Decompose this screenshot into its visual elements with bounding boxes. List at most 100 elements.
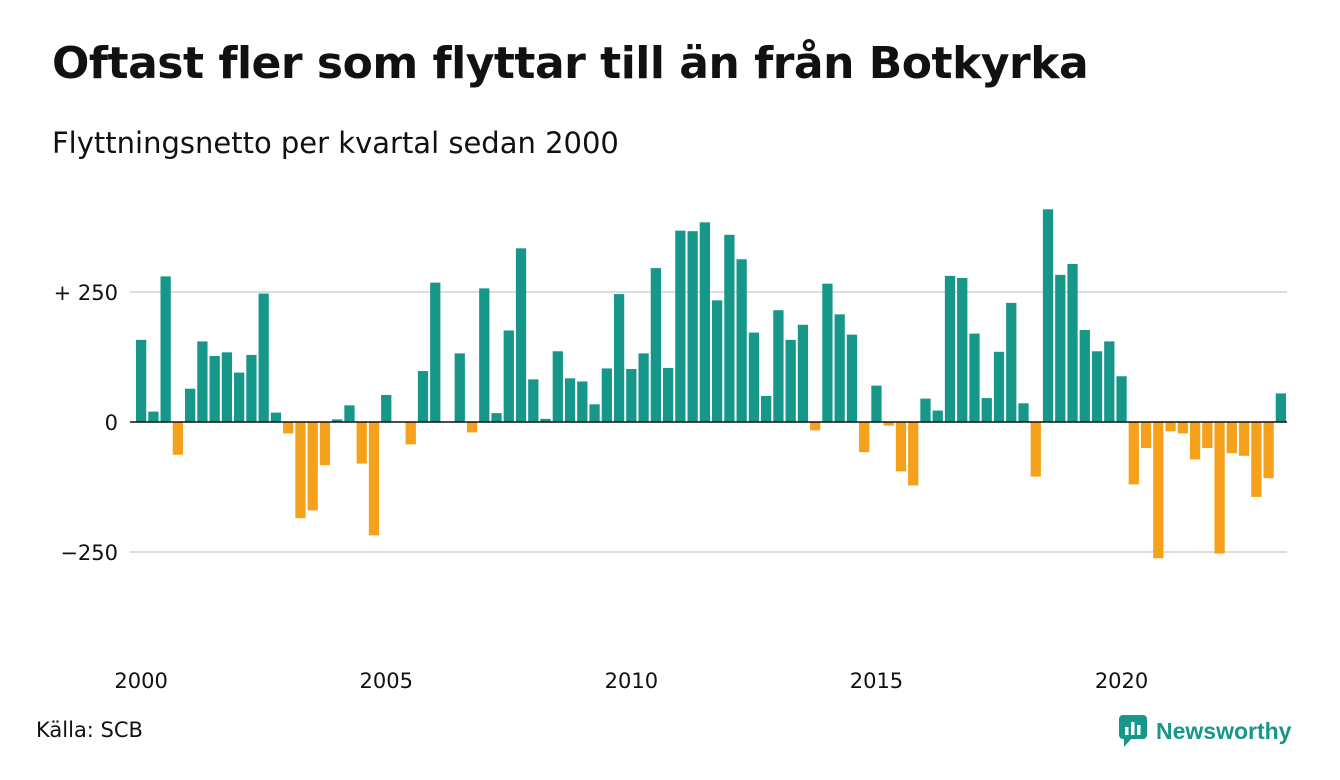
bar — [234, 372, 245, 422]
bar — [785, 339, 796, 422]
bar — [944, 275, 956, 422]
bar — [1226, 422, 1237, 454]
bar — [589, 404, 600, 422]
bar — [908, 422, 919, 486]
bar — [1116, 376, 1127, 422]
bar — [172, 422, 184, 455]
bar — [528, 379, 539, 422]
bar — [417, 371, 429, 422]
y-tick-label: 0 — [105, 411, 118, 435]
bar — [1030, 422, 1041, 477]
bar — [577, 381, 588, 422]
bar — [748, 332, 760, 422]
bar — [454, 353, 465, 422]
bar — [834, 314, 845, 422]
bar — [859, 422, 870, 453]
bar — [601, 368, 612, 422]
bar — [1140, 422, 1152, 448]
bar-chart-speech-icon — [1119, 715, 1147, 747]
bar — [1104, 341, 1115, 422]
bar — [1251, 422, 1262, 497]
bar — [283, 422, 294, 434]
bar — [319, 422, 331, 466]
bar — [515, 248, 527, 422]
bar — [540, 418, 551, 422]
chart-title: Oftast fler som flyttar till än från Bot… — [52, 38, 1089, 89]
bar — [1079, 329, 1090, 422]
bar — [1275, 393, 1286, 422]
x-tick-label: 2015 — [850, 669, 903, 693]
brand-name: Newsworthy — [1156, 717, 1292, 744]
bar — [895, 422, 907, 472]
bar — [1006, 302, 1017, 422]
bar — [405, 422, 416, 445]
bar — [1238, 422, 1250, 456]
bar — [356, 422, 367, 464]
bar — [332, 419, 343, 422]
bar — [1214, 422, 1225, 554]
x-tick-label: 2010 — [605, 669, 658, 693]
y-tick-label: + 250 — [54, 281, 118, 305]
bar — [1018, 403, 1029, 422]
bar — [675, 230, 686, 422]
bar — [822, 283, 833, 422]
bar — [479, 288, 490, 422]
bar — [491, 413, 502, 422]
bar — [871, 385, 882, 422]
bar — [270, 412, 282, 422]
bar — [246, 354, 257, 422]
bar — [503, 330, 514, 422]
bar — [1165, 422, 1176, 432]
x-tick-label: 2000 — [114, 669, 167, 693]
bar — [1067, 263, 1078, 422]
bar — [136, 339, 147, 422]
bar — [797, 324, 809, 422]
bar — [1055, 274, 1066, 422]
bar — [368, 422, 380, 536]
bar — [626, 368, 637, 422]
bar — [650, 268, 661, 422]
bar — [981, 398, 992, 422]
bar — [724, 234, 735, 422]
bar — [993, 351, 1005, 422]
bar — [295, 422, 306, 519]
bar — [613, 294, 625, 422]
bar — [712, 300, 723, 422]
bar — [160, 276, 171, 422]
bar — [258, 293, 269, 422]
bar — [307, 422, 318, 511]
x-tick-label: 2005 — [360, 669, 413, 693]
bar — [687, 231, 698, 422]
bar — [344, 405, 355, 422]
bar — [846, 334, 858, 422]
bar — [810, 422, 821, 431]
bar — [1153, 422, 1164, 559]
bar — [1177, 422, 1188, 434]
bar — [185, 388, 196, 422]
bar — [1091, 351, 1103, 422]
bar — [381, 394, 392, 422]
bar — [552, 351, 563, 422]
bar — [564, 378, 576, 422]
bar — [466, 422, 478, 433]
bar — [699, 222, 710, 422]
bar — [430, 282, 441, 422]
bar — [221, 352, 233, 422]
newsworthy-logo: Newsworthy — [1118, 714, 1291, 748]
y-tick-label: −250 — [60, 541, 118, 565]
bar — [1128, 422, 1139, 485]
bar — [761, 396, 772, 422]
bar — [1263, 422, 1274, 479]
bar-chart: + 250 0 −250 2000 2005 2010 2015 2020 — [54, 209, 1287, 693]
bar — [209, 355, 220, 422]
bar — [932, 410, 943, 422]
bar — [920, 398, 931, 422]
bar — [662, 367, 674, 422]
bar — [957, 277, 968, 422]
bar — [197, 341, 208, 422]
bar — [1189, 422, 1201, 460]
bar — [1202, 422, 1213, 448]
x-tick-label: 2020 — [1095, 669, 1148, 693]
bar — [148, 411, 159, 422]
source-note: Källa: SCB — [36, 718, 143, 742]
